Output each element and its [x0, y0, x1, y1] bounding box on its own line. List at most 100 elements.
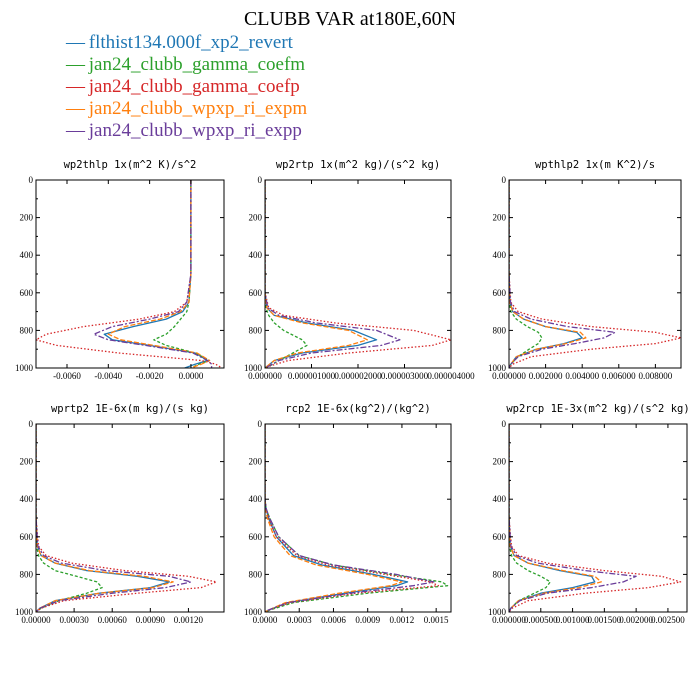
y-tick-label: 200 — [493, 457, 507, 467]
y-tick-label: 400 — [493, 250, 507, 260]
x-tick-label: 0.000001000 — [288, 371, 336, 381]
series-line — [509, 424, 682, 612]
series-line — [265, 180, 401, 368]
x-tick-label: 0.0012 — [390, 615, 415, 625]
y-tick-label: 800 — [493, 325, 507, 335]
y-tick-label: 0 — [502, 419, 507, 429]
legend-item: — jan24_clubb_gamma_coefm — [66, 54, 307, 76]
panel-title: wpthlp2 1x(m K^2)/s — [535, 159, 655, 171]
y-tick-label: 0 — [258, 175, 263, 185]
series-line — [153, 180, 211, 368]
y-tick-label: 200 — [493, 213, 507, 223]
y-tick-label: 400 — [249, 494, 263, 504]
x-tick-label: 0.00000 — [21, 615, 51, 625]
series-line — [509, 180, 583, 368]
series-line — [265, 180, 451, 368]
x-tick-label: 0.0015 — [424, 615, 449, 625]
legend-line-icon: — — [66, 76, 85, 97]
plot-frame — [35, 423, 225, 613]
y-tick-label: 600 — [20, 288, 34, 298]
series-line — [265, 424, 403, 612]
legend-item: — jan24_clubb_gamma_coefp — [66, 76, 307, 98]
y-tick-label: 800 — [493, 569, 507, 579]
x-tick-label: 0.00120 — [174, 615, 204, 625]
series-line — [265, 424, 409, 612]
panel-title: wp2rtp 1x(m^2 kg)/(s^2 kg) — [276, 159, 440, 171]
y-tick-label: 600 — [493, 288, 507, 298]
y-tick-label: 0 — [502, 175, 507, 185]
x-tick-label: 0.004000 — [565, 371, 599, 381]
series-line — [107, 180, 211, 368]
x-tick-label: 0.002000 — [619, 615, 653, 625]
chart-panel: wp2rcp 1E-3x(m^2 kg)/(s^2 kg) 0 200 400 600 8… — [488, 403, 690, 625]
series-line — [36, 424, 218, 612]
series-line — [265, 180, 378, 368]
x-tick-label: 0.00060 — [98, 615, 128, 625]
legend-label: jan24_clubb_wpxp_ri_expp — [88, 120, 302, 141]
y-tick-label: 600 — [493, 532, 507, 542]
x-tick-label: 0.0000 — [253, 615, 278, 625]
legend-line-icon: — — [66, 98, 85, 119]
x-tick-label: 0.000004000 — [427, 371, 475, 381]
legend-label: jan24_clubb_gamma_coefp — [88, 76, 300, 97]
y-tick-label: 200 — [249, 457, 263, 467]
x-tick-label: 0.002500 — [651, 615, 685, 625]
x-tick-label: 0.000003000 — [381, 371, 429, 381]
y-tick-label: 400 — [20, 250, 34, 260]
x-tick-label: 0.0006 — [321, 615, 346, 625]
x-tick-label: 0.000000 — [492, 615, 526, 625]
x-tick-label: 0.001000 — [556, 615, 590, 625]
chart-panel: wp2thlp 1x(m^2 K)/s^2 0 200 400 600 800 1000 -0… — [15, 159, 225, 381]
y-tick-label: 1000 — [15, 607, 34, 617]
y-tick-label: 200 — [20, 457, 34, 467]
y-tick-label: 600 — [249, 532, 263, 542]
y-tick-label: 600 — [20, 532, 34, 542]
chart-panel: wp2rtp 1x(m^2 kg)/(s^2 kg) 0 200 400 600 800 1… — [244, 159, 475, 381]
y-tick-label: 200 — [249, 213, 263, 223]
series-line — [509, 180, 616, 368]
y-tick-label: 200 — [20, 213, 34, 223]
series-line — [36, 180, 223, 368]
y-tick-label: 0 — [29, 175, 34, 185]
x-tick-label: 0.000500 — [524, 615, 558, 625]
series-line — [265, 180, 368, 368]
y-tick-label: 0 — [258, 419, 263, 429]
series-line — [265, 180, 308, 368]
y-tick-label: 400 — [493, 494, 507, 504]
x-tick-label: 0.006000 — [602, 371, 636, 381]
y-tick-label: 800 — [20, 325, 34, 335]
x-tick-label: 0.0003 — [287, 615, 312, 625]
y-tick-label: 800 — [249, 325, 263, 335]
legend-line-icon: — — [66, 120, 85, 141]
x-tick-label: 0.00090 — [136, 615, 166, 625]
x-tick-label: -0.0060 — [53, 371, 81, 381]
x-tick-label: -0.0040 — [94, 371, 122, 381]
legend-label: flthist134.000f_xp2_revert — [88, 32, 293, 53]
x-tick-label: -0.0020 — [136, 371, 164, 381]
y-tick-label: 600 — [249, 288, 263, 298]
series-group — [36, 180, 223, 368]
series-line — [265, 424, 435, 612]
chart-title: CLUBB VAR at180E,60N — [243, 8, 457, 30]
x-tick-label: 0.000000 — [248, 371, 282, 381]
y-tick-label: 800 — [249, 569, 263, 579]
series-line — [93, 180, 213, 368]
legend-item: — flthist134.000f_xp2_revert — [66, 32, 307, 54]
legend-label: jan24_clubb_wpxp_ri_expm — [88, 98, 308, 119]
series-line — [509, 424, 637, 612]
series-line — [509, 180, 681, 368]
x-tick-label: 0.00030 — [59, 615, 89, 625]
x-tick-label: 0.000000 — [492, 371, 526, 381]
series-group — [265, 180, 451, 368]
series-line — [265, 424, 440, 612]
series-group — [509, 424, 682, 612]
chart-panel: rcp2 1E-6x(kg^2)/(kg^2) 0 200 400 600 800 1000… — [244, 403, 452, 625]
series-line — [265, 424, 449, 612]
y-tick-label: 1000 — [488, 607, 507, 617]
y-tick-label: 1000 — [488, 363, 507, 373]
series-line — [36, 424, 192, 612]
x-tick-label: 0.001500 — [587, 615, 621, 625]
legend-item: — jan24_clubb_wpxp_ri_expp — [66, 120, 307, 142]
chart-panel: wprtp2 1E-6x(m kg)/(s kg) 0 200 400 600 800 10… — [15, 403, 225, 625]
series-line — [509, 180, 543, 368]
